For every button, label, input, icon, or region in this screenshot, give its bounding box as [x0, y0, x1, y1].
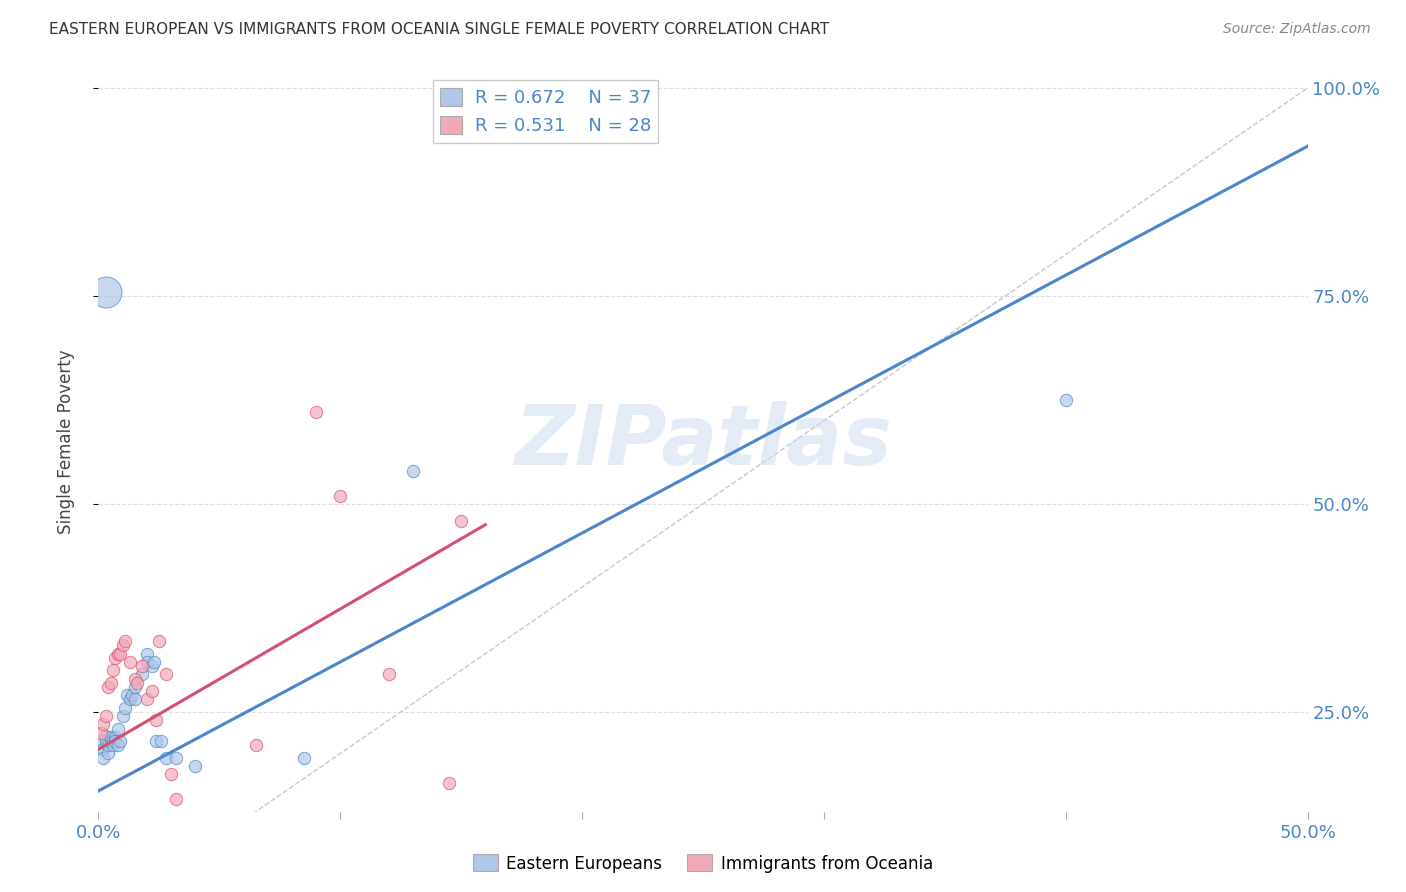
Text: EASTERN EUROPEAN VS IMMIGRANTS FROM OCEANIA SINGLE FEMALE POVERTY CORRELATION CH: EASTERN EUROPEAN VS IMMIGRANTS FROM OCEA…	[49, 22, 830, 37]
Point	[124, 672, 146, 686]
Point	[121, 688, 143, 702]
Point	[131, 667, 153, 681]
Point	[184, 759, 207, 773]
Text: Source: ZipAtlas.com: Source: ZipAtlas.com	[1223, 22, 1371, 37]
Point	[150, 734, 173, 748]
Point	[160, 767, 183, 781]
Point	[107, 738, 129, 752]
Point	[90, 734, 112, 748]
Point	[155, 750, 177, 764]
Point	[94, 285, 117, 299]
Point	[292, 750, 315, 764]
Point	[97, 747, 120, 761]
Point	[148, 634, 170, 648]
Point	[127, 675, 149, 690]
Point	[101, 734, 124, 748]
Point	[104, 650, 127, 665]
Point	[111, 709, 134, 723]
Point	[101, 663, 124, 677]
Point	[101, 738, 124, 752]
Point	[91, 742, 114, 756]
Point	[118, 655, 141, 669]
Point	[437, 775, 460, 789]
Point	[90, 725, 112, 739]
Point	[100, 734, 122, 748]
Point	[124, 692, 146, 706]
Point	[107, 647, 129, 661]
Point	[165, 750, 187, 764]
Point	[135, 655, 157, 669]
Point	[305, 405, 328, 419]
Point	[118, 692, 141, 706]
Legend: R = 0.672    N = 37, R = 0.531    N = 28: R = 0.672 N = 37, R = 0.531 N = 28	[433, 80, 658, 143]
Point	[329, 489, 352, 503]
Point	[124, 680, 146, 694]
Point	[245, 738, 267, 752]
Point	[135, 647, 157, 661]
Point	[450, 514, 472, 528]
Point	[377, 667, 399, 681]
Point	[141, 684, 163, 698]
Point	[104, 734, 127, 748]
Point	[145, 734, 167, 748]
Legend: Eastern Europeans, Immigrants from Oceania: Eastern Europeans, Immigrants from Ocean…	[467, 847, 939, 880]
Point	[97, 680, 120, 694]
Point	[402, 464, 425, 478]
Point	[114, 700, 136, 714]
Point	[91, 750, 114, 764]
Point	[143, 655, 166, 669]
Point	[104, 730, 127, 744]
Point	[94, 730, 117, 744]
Point	[108, 734, 131, 748]
Point	[111, 638, 134, 652]
Point	[94, 709, 117, 723]
Point	[141, 659, 163, 673]
Point	[114, 634, 136, 648]
Point	[155, 667, 177, 681]
Point	[94, 734, 117, 748]
Point	[107, 722, 129, 736]
Text: ZIPatlas: ZIPatlas	[515, 401, 891, 482]
Point	[135, 692, 157, 706]
Point	[117, 688, 139, 702]
Point	[108, 647, 131, 661]
Point	[100, 675, 122, 690]
Point	[131, 659, 153, 673]
Y-axis label: Single Female Poverty: Single Female Poverty	[56, 350, 75, 533]
Point	[100, 730, 122, 744]
Point	[97, 738, 120, 752]
Point	[1054, 392, 1077, 407]
Point	[91, 717, 114, 731]
Point	[145, 713, 167, 727]
Point	[165, 792, 187, 806]
